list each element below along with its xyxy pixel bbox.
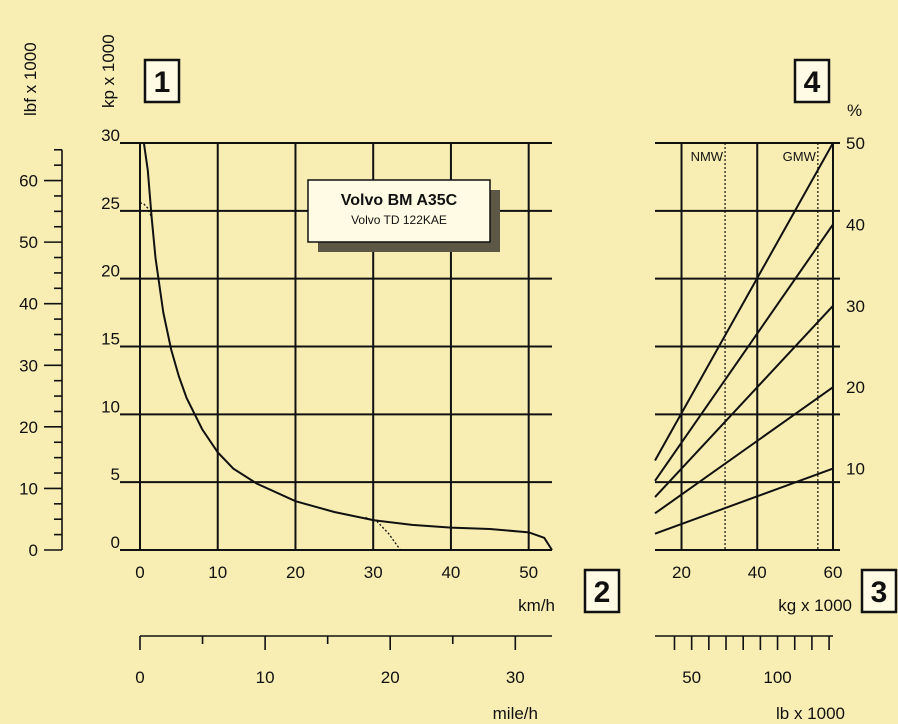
kg-tick-label: 40 — [748, 563, 767, 582]
y-tick-label: 25 — [101, 194, 120, 213]
number-box — [143, 58, 181, 104]
number-box — [583, 568, 621, 614]
x-tick-label: 50 — [519, 563, 538, 582]
mph-axis-unit: mile/h — [493, 704, 538, 723]
number-box-label: 1 — [154, 66, 171, 99]
x-tick-label: 20 — [286, 563, 305, 582]
x-tick-label: 0 — [135, 563, 144, 582]
y-tick-label: 0 — [111, 533, 120, 552]
lb-axis-unit: lb x 1000 — [776, 704, 845, 723]
weight-marker-label: GMW — [783, 149, 817, 164]
mph-tick-label: 30 — [506, 668, 525, 687]
x-tick-label: 40 — [441, 563, 460, 582]
y-tick-label: 10 — [101, 397, 120, 416]
number-box — [860, 568, 898, 614]
kg-tick-label: 20 — [672, 563, 691, 582]
lb-tick-label: 50 — [682, 668, 701, 687]
kg-tick-label: 60 — [824, 563, 843, 582]
y-axis-unit: kp x 1000 — [99, 34, 118, 108]
lbf-tick-label: 40 — [19, 295, 38, 314]
grade-unit: % — [847, 101, 862, 120]
chart-overlay: 1 2 3 4 — [143, 58, 898, 614]
grade-line — [654, 142, 834, 461]
annotation-title: Volvo BM A35C — [341, 192, 458, 209]
y-tick-label: 5 — [111, 465, 120, 484]
grade-panel: NMW GMW 10 20 30 40 50% 20 40 60 kg x 1000 50 100 lb … — [654, 101, 865, 723]
mph-tick-label: 0 — [135, 668, 144, 687]
lbf-tick-label: 20 — [19, 418, 38, 437]
grade-line — [654, 386, 834, 515]
mph-tick-label: 10 — [256, 668, 275, 687]
lbf-tick-label: 50 — [19, 233, 38, 252]
grade-line — [654, 223, 834, 482]
number-box — [793, 58, 831, 104]
grade-line — [654, 467, 834, 535]
kg-axis-unit: kg x 1000 — [778, 596, 852, 615]
x-axis-unit: km/h — [518, 596, 555, 615]
rimpull-dotted-curve — [365, 516, 401, 551]
grade-tick-label: 40 — [846, 215, 865, 234]
rimpull-curve — [142, 142, 553, 551]
lbf-tick-label: 10 — [19, 479, 38, 498]
grade-tick-label: 50 — [846, 134, 865, 153]
number-box-label: 2 — [594, 576, 611, 609]
grade-tick-label: 20 — [846, 378, 865, 397]
weight-marker-label: NMW — [691, 149, 724, 164]
lbf-tick-label: 60 — [19, 172, 38, 191]
x-tick-label: 10 — [208, 563, 227, 582]
lbf-tick-label: 30 — [19, 356, 38, 375]
lbf-tick-label: 0 — [29, 541, 38, 560]
grade-line — [654, 305, 834, 498]
number-box-label: 3 — [871, 576, 888, 609]
mph-tick-label: 20 — [381, 668, 400, 687]
lb-tick-label: 100 — [763, 668, 791, 687]
x-tick-label: 30 — [364, 563, 383, 582]
y-tick-label: 20 — [101, 262, 120, 281]
annotation-subtitle: Volvo TD 122KAE — [351, 213, 447, 227]
number-box-label: 4 — [804, 66, 821, 99]
y-tick-label: 15 — [101, 330, 120, 349]
y-tick-label: 30 — [101, 126, 120, 145]
annotation-box — [307, 179, 491, 243]
grade-tick-label: 30 — [846, 297, 865, 316]
lbf-axis-unit: lbf x 1000 — [21, 42, 40, 116]
grade-tick-label: 10 — [846, 460, 865, 479]
